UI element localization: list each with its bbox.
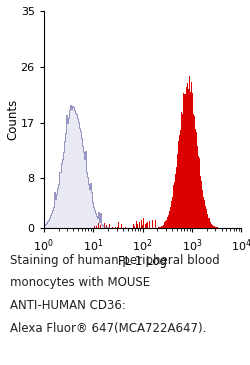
- Bar: [211, 224, 212, 228]
- Bar: [181, 112, 182, 228]
- Bar: [200, 176, 201, 228]
- Bar: [189, 76, 190, 228]
- Bar: [201, 181, 202, 228]
- Bar: [160, 227, 161, 228]
- Bar: [158, 227, 159, 228]
- Text: Alexa Fluor® 647(MCA722A647).: Alexa Fluor® 647(MCA722A647).: [10, 322, 206, 335]
- Bar: [198, 156, 199, 228]
- Bar: [206, 209, 207, 228]
- Bar: [210, 222, 211, 228]
- Bar: [212, 226, 214, 228]
- Bar: [177, 154, 178, 228]
- Bar: [117, 227, 118, 228]
- Bar: [96, 226, 97, 228]
- Bar: [174, 182, 175, 228]
- Bar: [125, 227, 126, 228]
- Bar: [182, 114, 183, 228]
- Bar: [165, 222, 166, 228]
- Bar: [170, 207, 171, 228]
- Bar: [167, 217, 168, 228]
- Text: monocytes with MOUSE: monocytes with MOUSE: [10, 276, 150, 289]
- Bar: [196, 132, 197, 228]
- Bar: [146, 223, 148, 228]
- Bar: [190, 92, 191, 228]
- Bar: [169, 211, 170, 228]
- Bar: [168, 215, 169, 228]
- Bar: [209, 218, 210, 228]
- Bar: [162, 226, 163, 228]
- Bar: [118, 222, 119, 228]
- Bar: [164, 222, 165, 228]
- Bar: [205, 206, 206, 228]
- Text: ANTI-HUMAN CD36:: ANTI-HUMAN CD36:: [10, 299, 126, 312]
- Bar: [152, 220, 153, 228]
- Bar: [132, 224, 134, 228]
- Bar: [94, 226, 95, 228]
- Bar: [204, 200, 205, 228]
- Bar: [192, 93, 193, 228]
- Bar: [188, 89, 189, 228]
- Bar: [207, 214, 208, 228]
- Bar: [186, 87, 187, 228]
- Text: Staining of human peripheral blood: Staining of human peripheral blood: [10, 254, 220, 267]
- Bar: [208, 218, 209, 228]
- Bar: [193, 114, 194, 228]
- Bar: [183, 93, 184, 228]
- Bar: [191, 82, 192, 228]
- Bar: [185, 94, 186, 228]
- Bar: [109, 224, 110, 228]
- Bar: [106, 225, 107, 228]
- Bar: [180, 130, 181, 228]
- Bar: [184, 94, 185, 228]
- Bar: [203, 197, 204, 228]
- Bar: [194, 115, 195, 228]
- Bar: [136, 224, 138, 228]
- Bar: [100, 224, 101, 228]
- Bar: [155, 220, 156, 228]
- Bar: [138, 222, 140, 228]
- Bar: [176, 167, 177, 228]
- Bar: [173, 185, 174, 228]
- Bar: [187, 82, 188, 228]
- Bar: [159, 227, 160, 228]
- Bar: [172, 197, 173, 228]
- Bar: [163, 225, 164, 228]
- Bar: [214, 227, 216, 228]
- Y-axis label: Counts: Counts: [6, 99, 19, 140]
- Bar: [216, 227, 218, 228]
- X-axis label: FL 1 Log: FL 1 Log: [118, 255, 167, 268]
- Bar: [199, 158, 200, 228]
- Bar: [161, 226, 162, 228]
- Bar: [197, 146, 198, 228]
- Bar: [121, 224, 122, 228]
- Bar: [142, 223, 144, 228]
- Bar: [112, 227, 113, 228]
- Bar: [171, 201, 172, 228]
- Bar: [140, 220, 141, 228]
- Bar: [179, 135, 180, 228]
- Bar: [195, 129, 196, 228]
- Bar: [115, 227, 116, 228]
- Bar: [202, 190, 203, 228]
- Bar: [175, 174, 176, 228]
- Bar: [178, 141, 179, 228]
- Bar: [98, 223, 99, 228]
- Bar: [104, 223, 105, 228]
- Bar: [166, 220, 167, 228]
